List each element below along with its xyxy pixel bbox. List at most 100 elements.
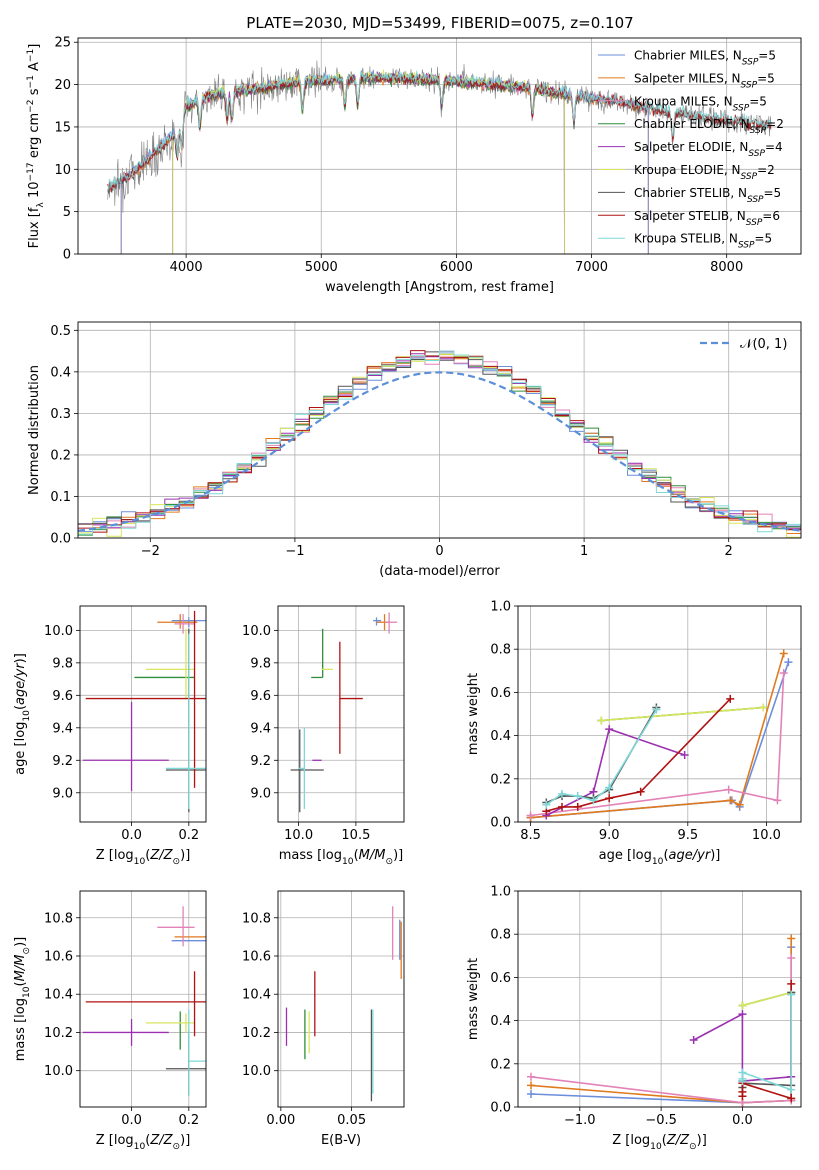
tick-label-x: 8.5 [520, 828, 541, 843]
tick-label-y: 9.6 [52, 689, 73, 704]
spectrum-model-salpeter_miles [120, 72, 649, 254]
tick-label-x: 9.5 [677, 828, 698, 843]
weight-marker-kroupa_miles [526, 811, 535, 820]
weight-marker-kroupa_stelib [573, 792, 582, 801]
tick-label-y: 10.0 [242, 624, 271, 639]
weight-marker-salpeter_miles [527, 1081, 536, 1090]
spectrum-model-kroupa_stelib [107, 70, 772, 190]
weight-marker-kroupa_stelib [787, 990, 796, 999]
tick-label-x: 1 [580, 544, 588, 559]
tick-label-y: 9.2 [250, 754, 271, 769]
tick-label-y: 0.2 [50, 448, 71, 463]
weight-marker-kroupa_elodie [738, 1001, 747, 1010]
weight-marker-chabrier_miles [784, 658, 793, 667]
tick-label-x: 9.0 [599, 828, 620, 843]
tick-label-x: 0.05 [337, 1113, 366, 1128]
axes-frame [79, 605, 207, 823]
tick-label-x: 5000 [305, 260, 338, 275]
weight-marker-kroupa_miles [779, 668, 788, 677]
tick-label-x: −0.5 [645, 1113, 677, 1128]
spectrum-model-kroupa_elodie [172, 69, 565, 254]
x-axis-label: mass [log10(M/M⊙)] [279, 848, 403, 867]
tick-label-y: 0.2 [490, 772, 511, 787]
tick-label-y: 5 [63, 205, 71, 220]
weight-marker-salpeter_stelib [726, 694, 735, 703]
tick-label-x: 10.0 [284, 828, 313, 843]
tick-label-x: −1 [285, 544, 304, 559]
x-axis-label: E(B-V) [321, 1133, 361, 1148]
chart-mass-vs-ebv: 0.00 0.05 10.0 10.2 10.4 10.6 10.8 E(B-V) [242, 890, 405, 1148]
axes-frame [517, 605, 802, 823]
spectrum-model-chabrier_elodie [172, 73, 565, 254]
legend-label-kroupa_miles: Kroupa MILES, NSSP=5 [634, 94, 767, 113]
chart-residuals: −2 −1 0 1 2 0.0 0.1 0.2 0.3 0.4 0.5 (data-model)/er… [27, 321, 802, 579]
weight-marker-kroupa_stelib [558, 789, 567, 798]
axes-frame [277, 605, 405, 823]
weight-marker-salpeter_stelib [787, 1094, 796, 1103]
tick-label-y: 10.6 [242, 949, 271, 964]
tick-label-y: 0.8 [490, 643, 511, 658]
weight-marker-kroupa_stelib [589, 796, 598, 805]
plot-area [285, 906, 402, 1102]
x-axis-label: Z [log10(Z/Z⊙)] [612, 1133, 707, 1152]
weight-marker-salpeter_miles [735, 800, 744, 809]
weight-marker-kroupa_stelib [787, 1085, 796, 1094]
chart-age-vs-mass: 10.0 10.5 9.0 9.2 9.4 9.6 9.8 10.0 mass [log10(M… [242, 605, 405, 867]
weight-marker-salpeter_miles [726, 796, 735, 805]
tick-label-y: 25 [54, 36, 71, 51]
tick-label-x: 0.0 [121, 1113, 142, 1128]
weight-marker-kroupa_stelib [652, 705, 661, 714]
tick-label-x: 0.2 [178, 1113, 199, 1128]
weight-marker-kroupa_stelib [738, 1068, 747, 1077]
weight-marker-salpeter_elodie [605, 725, 614, 734]
weight-marker-salpeter_elodie [680, 751, 689, 760]
legend-label-salpeter_miles: Salpeter MILES, NSSP=5 [634, 71, 775, 90]
legend-label-normal: 𝒩(0, 1) [740, 337, 787, 352]
weight-marker-salpeter_stelib [605, 794, 614, 803]
weight-marker-salpeter_stelib [558, 802, 567, 811]
tick-label-y: 1.0 [490, 885, 511, 900]
tick-label-x: −2 [141, 544, 160, 559]
weight-marker-kroupa_elodie [597, 716, 606, 725]
x-axis-label: wavelength [Angstrom, rest frame] [325, 280, 554, 295]
x-axis-label: (data-model)/error [379, 564, 500, 579]
legend-label-kroupa_elodie: Kroupa ELODIE, NSSP=2 [634, 163, 775, 182]
tick-label-x: 0.0 [121, 828, 142, 843]
tick-label-x: 10.5 [341, 828, 370, 843]
tick-label-x: 0.00 [266, 1113, 295, 1128]
tick-label-x: 0.0 [732, 1113, 753, 1128]
tick-label-y: 9.8 [52, 656, 73, 671]
tick-label-y: 0.2 [490, 1057, 511, 1072]
weight-line-salpeter_elodie [693, 1012, 792, 1082]
weight-line-chabrier_stelib [741, 992, 793, 1088]
tick-label-y: 0 [63, 248, 71, 263]
plot-area [82, 610, 206, 813]
x-axis-label: age [log10(age/yr)] [599, 848, 721, 867]
tick-label-y: 0.4 [490, 1014, 511, 1029]
legend-label-salpeter_elodie: Salpeter ELODIE, NSSP=4 [634, 140, 783, 159]
y-axis-label: mass weight [466, 673, 481, 755]
spectrum-legend: Chabrier MILES, NSSP=5 Salpeter MILES, NS… [598, 49, 784, 251]
chart-massweight-vs-Z: −1.0 −0.5 0.0 0.0 0.2 0.4 0.6 0.8 1.0 Z [log10(Z/… [466, 885, 802, 1152]
legend-label-chabrier_miles: Chabrier MILES, NSSP=5 [634, 49, 776, 68]
axes-frame [77, 37, 802, 255]
weight-marker-salpeter_stelib [573, 802, 582, 811]
tick-label-y: 0.0 [50, 532, 71, 547]
weight-marker-salpeter_miles [779, 649, 788, 658]
tick-label-y: 9.2 [52, 754, 73, 769]
y-axis-label: Normed distribution [27, 365, 42, 495]
tick-label-y: 10.8 [242, 911, 271, 926]
weight-marker-kroupa_miles [787, 953, 796, 962]
tick-label-y: 10.8 [44, 911, 73, 926]
tick-label-x: 4000 [170, 260, 203, 275]
weight-marker-salpeter_stelib [636, 787, 645, 796]
tick-label-x: 10.0 [752, 828, 781, 843]
legend-label-kroupa_stelib: Kroupa STELIB, NSSP=5 [634, 232, 772, 251]
y-axis-label: age [log10(age/yr)] [13, 653, 32, 775]
legend-label-chabrier_stelib: Chabrier STELIB, NSSP=5 [634, 186, 781, 205]
weight-marker-kroupa_stelib [605, 783, 614, 792]
weight-line-salpeter_elodie [545, 728, 685, 817]
y-axis-label: Flux [fλ 10−17 erg cm−2 s−1 A−1] [26, 44, 46, 249]
weight-marker-kroupa_stelib [738, 1077, 747, 1086]
